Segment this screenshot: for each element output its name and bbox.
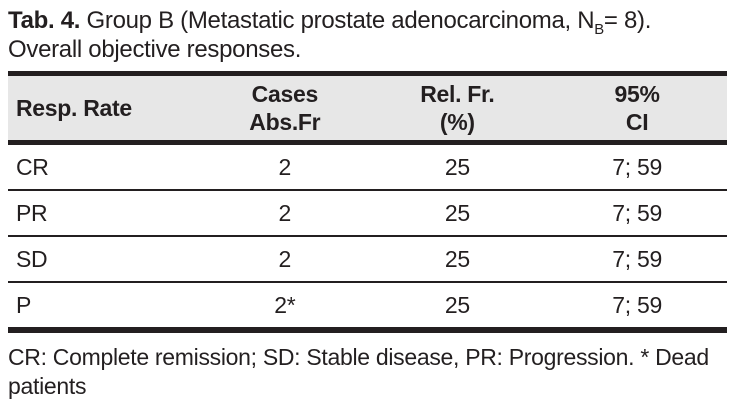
header-rel-fr-line2: (%) [439,109,475,135]
header-cases-line2: Abs.Fr [249,109,321,135]
caption-subscript: B [594,21,604,38]
header-ci: 95% CI [547,74,727,143]
table-row: P 2* 25 7; 59 [8,282,727,330]
caption-text-before-sub: Group B (Metastatic prostate adenocarcin… [80,7,595,34]
header-rel-fr: Rel. Fr. (%) [367,74,547,143]
cell-rel-fr: 25 [444,153,470,180]
cell-resp-rate: SD [16,245,48,272]
cell-cases: 2 [278,245,292,272]
table-header: Resp. Rate Cases Abs.Fr Rel. Fr. (%) 95%… [8,73,727,143]
table-row: SD 2 25 7; 59 [8,236,727,282]
cell-rel-fr: 25 [444,199,470,226]
cell-ci: 7; 59 [612,199,662,226]
cell-cases: 2* [274,291,296,318]
header-rel-fr-line1: Rel. Fr. [420,81,495,107]
header-row: Resp. Rate Cases Abs.Fr Rel. Fr. (%) 95%… [8,73,727,143]
header-resp-rate-label: Resp. Rate [16,94,132,121]
header-resp-rate: Resp. Rate [8,74,202,143]
table-row: PR 2 25 7; 59 [8,190,727,236]
cell-ci: 7; 59 [612,291,662,318]
cell-ci: 7; 59 [612,245,662,272]
table-footnote: CR: Complete remission; SD: Stable disea… [8,344,709,399]
header-ci-line1: 95% [614,81,660,107]
responses-table: Resp. Rate Cases Abs.Fr Rel. Fr. (%) 95%… [8,71,727,333]
cell-ci: 7; 59 [612,153,662,180]
table-body: CR 2 25 7; 59 PR 2 25 7; 59 SD 2 25 7; 5… [8,143,727,330]
caption-label: Tab. 4. [8,7,81,34]
header-cases: Cases Abs.Fr [202,74,367,143]
table-row: CR 2 25 7; 59 [8,143,727,190]
cell-resp-rate: PR [16,199,48,226]
cell-resp-rate: CR [16,153,49,180]
caption-text-after-sub: = 8). [603,7,652,34]
table-figure: Tab. 4. Group B (Metastatic prostate ade… [8,6,727,399]
cell-cases: 2 [278,153,292,180]
cell-rel-fr: 25 [444,245,470,272]
header-cases-line1: Cases [251,81,319,107]
cell-cases: 2 [278,199,292,226]
table-caption: Tab. 4. Group B (Metastatic prostate ade… [8,6,727,64]
header-ci-line2: CI [625,109,649,135]
caption-line2: Overall objective responses. [8,36,302,63]
cell-rel-fr: 25 [444,291,470,318]
cell-resp-rate: P [16,291,32,318]
